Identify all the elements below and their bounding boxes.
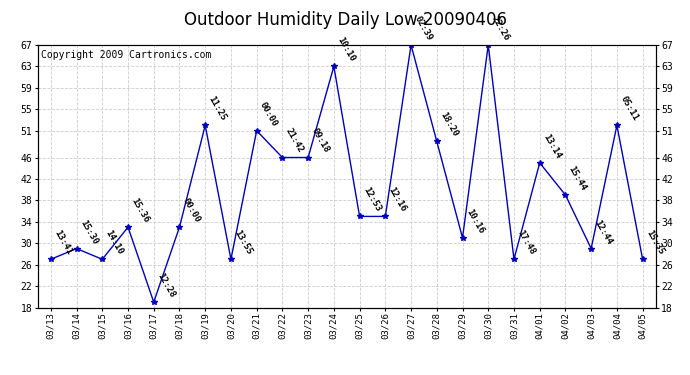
- Text: 10:16: 10:16: [464, 207, 485, 235]
- Text: Outdoor Humidity Daily Low 20090406: Outdoor Humidity Daily Low 20090406: [184, 11, 506, 29]
- Text: 22:26: 22:26: [490, 15, 511, 42]
- Text: 21:42: 21:42: [284, 127, 305, 155]
- Text: 12:44: 12:44: [593, 218, 614, 246]
- Text: 13:14: 13:14: [541, 132, 562, 160]
- Text: 15:30: 15:30: [78, 218, 99, 246]
- Text: 15:35: 15:35: [644, 229, 665, 256]
- Text: 13:41: 13:41: [52, 229, 73, 256]
- Text: 11:25: 11:25: [206, 95, 228, 123]
- Text: 09:18: 09:18: [310, 127, 331, 155]
- Text: 02:39: 02:39: [413, 15, 434, 42]
- Text: 00:00: 00:00: [258, 100, 279, 128]
- Text: 10:10: 10:10: [335, 36, 357, 64]
- Text: 12:28: 12:28: [155, 272, 177, 299]
- Text: 15:36: 15:36: [130, 196, 150, 224]
- Text: 13:55: 13:55: [233, 229, 253, 256]
- Text: 05:11: 05:11: [618, 95, 640, 123]
- Text: 12:53: 12:53: [361, 186, 382, 214]
- Text: 14:10: 14:10: [104, 229, 125, 256]
- Text: 12:16: 12:16: [386, 186, 408, 214]
- Text: 00:00: 00:00: [181, 196, 202, 224]
- Text: 18:20: 18:20: [438, 111, 460, 139]
- Text: 17:48: 17:48: [515, 229, 537, 256]
- Text: 15:44: 15:44: [566, 165, 588, 192]
- Text: Copyright 2009 Cartronics.com: Copyright 2009 Cartronics.com: [41, 50, 211, 60]
